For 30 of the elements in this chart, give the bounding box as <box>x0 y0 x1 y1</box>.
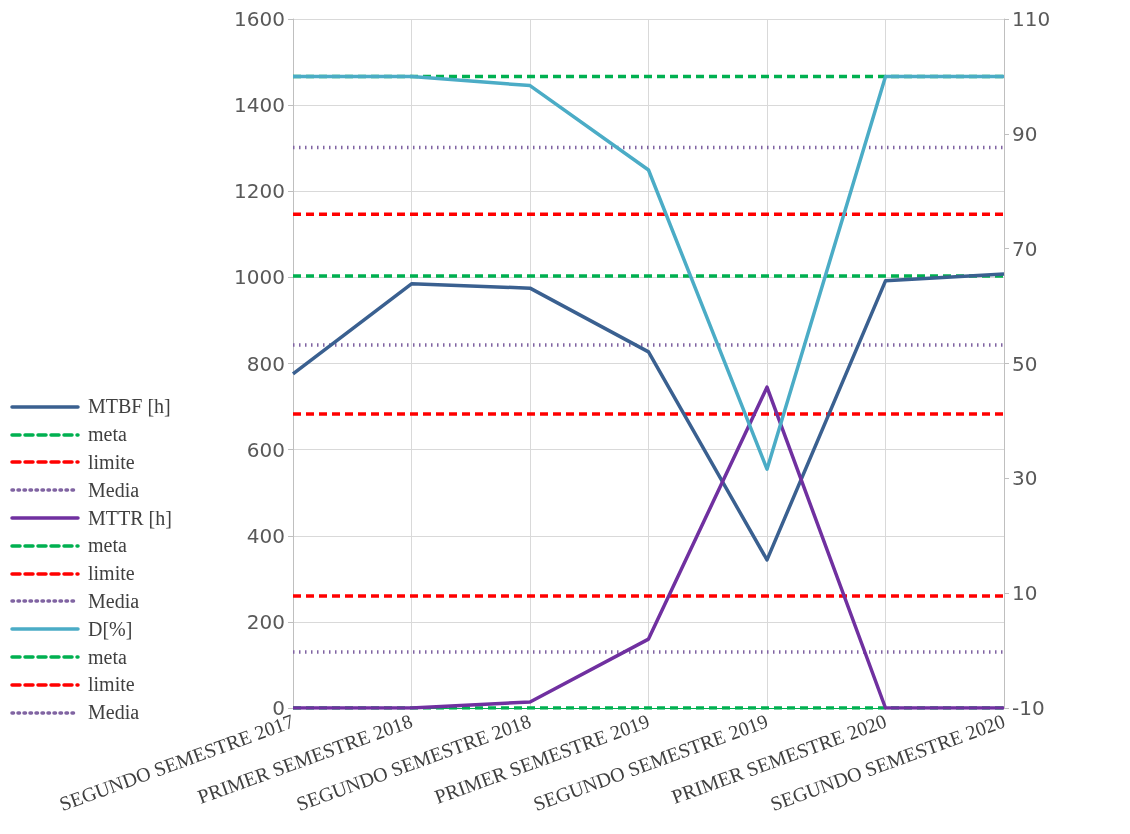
y2-tick-label: 70 <box>1012 236 1038 261</box>
y2-tick-label: 90 <box>1012 121 1038 146</box>
legend-label: MTBF [h] <box>88 395 171 419</box>
legend-label: Media <box>88 478 140 502</box>
y2-tick-label: 110 <box>1012 7 1051 31</box>
line-series <box>291 272 1006 562</box>
y-tick-label: 400 <box>246 523 285 548</box>
legend-label: D[%] <box>88 617 133 641</box>
legend-label: MTTR [h] <box>88 506 172 530</box>
y2-tick-label: 10 <box>1012 581 1038 606</box>
y-tick-label: 200 <box>246 609 285 634</box>
y-tick-label: 800 <box>246 351 285 376</box>
y-tick-label: 600 <box>246 437 285 462</box>
legend-label: Media <box>88 701 140 725</box>
legend-label: limite <box>88 673 135 697</box>
y-tick-label: 1000 <box>234 265 285 290</box>
legend-label: meta <box>88 645 127 669</box>
y2-tick-label: 30 <box>1012 466 1038 491</box>
legend-label: Media <box>88 589 140 613</box>
legend-label: limite <box>88 450 135 474</box>
line-series <box>291 385 1006 710</box>
y-tick-label: 1200 <box>234 179 285 204</box>
legend-label: limite <box>88 562 135 586</box>
y-tick-label: 1400 <box>234 93 285 118</box>
y2-tick-label: -10 <box>1012 696 1045 720</box>
y2-tick-label: 50 <box>1012 351 1038 376</box>
legend-label: meta <box>88 423 127 447</box>
legend-label: meta <box>88 534 127 558</box>
line-series <box>291 74 1006 471</box>
y-tick-label: 1600 <box>234 7 285 31</box>
